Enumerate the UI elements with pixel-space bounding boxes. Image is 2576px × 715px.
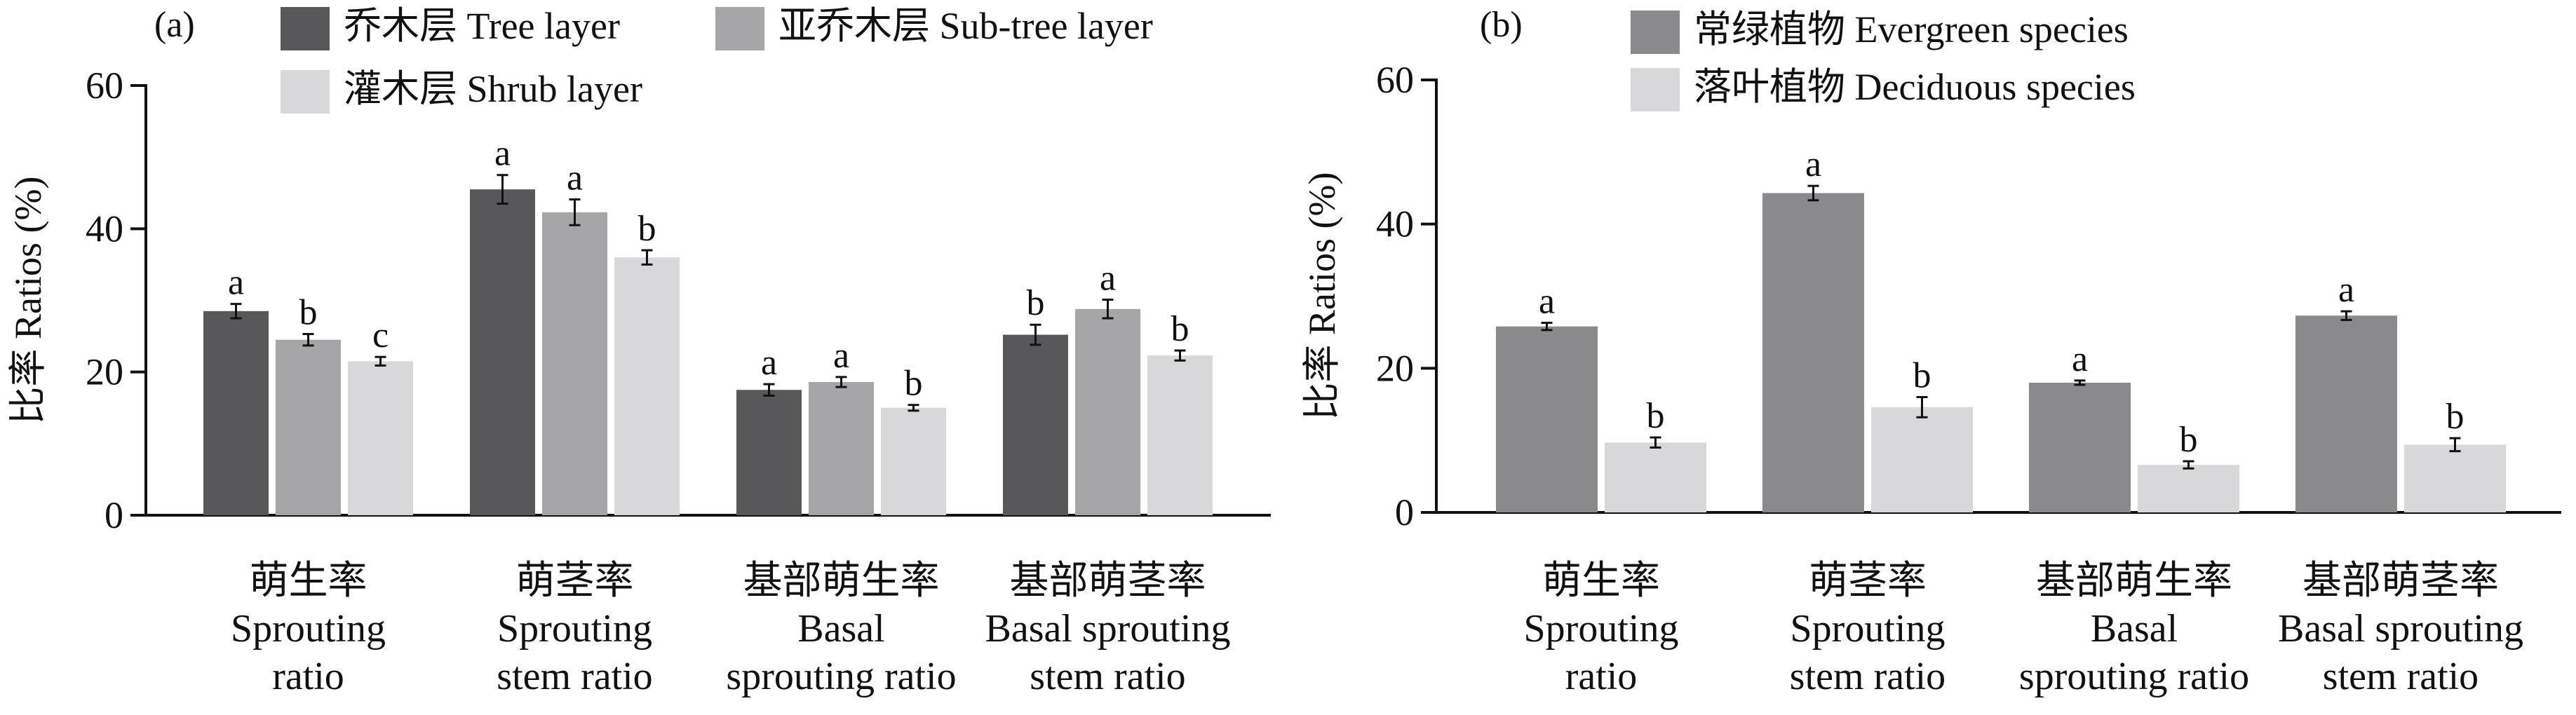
- x-tick-label: 基部萌茎率: [2302, 559, 2499, 603]
- bar: [348, 361, 413, 515]
- significance-letter: b: [905, 364, 923, 404]
- legend-label: 灌木层 Shrub layer: [344, 68, 642, 110]
- y-axis-label: 比率 Ratios (%): [1301, 172, 1343, 421]
- bar: [2404, 444, 2506, 512]
- significance-letter: a: [2338, 270, 2354, 310]
- legend-swatch: [715, 7, 764, 50]
- panel-a: (a) 乔木层 Tree layer 亚乔木层 Sub-tree layer 灌木层 …: [7, 5, 1271, 698]
- significance-letter: b: [299, 293, 318, 333]
- bar: [881, 407, 946, 515]
- bar: [1147, 355, 1213, 515]
- significance-letter: b: [1913, 355, 1931, 395]
- panel-label: (b): [1480, 5, 1523, 45]
- x-tick-label: 萌茎率: [516, 559, 634, 603]
- bar: [203, 311, 269, 515]
- significance-letter: b: [1171, 309, 1189, 349]
- panel-label: (a): [154, 5, 195, 45]
- bar: [470, 189, 535, 515]
- y-tick-label: 60: [86, 64, 123, 107]
- bar: [1075, 308, 1140, 515]
- x-tick-label: Basal: [797, 607, 884, 651]
- significance-letter: a: [2072, 339, 2088, 379]
- bar: [2029, 382, 2131, 512]
- legend-label: 亚乔木层 Sub-tree layer: [778, 5, 1153, 47]
- x-tick-label: Basal sprouting: [2278, 607, 2523, 651]
- significance-letter: b: [1647, 396, 1665, 436]
- y-tick-label: 20: [1376, 347, 1414, 389]
- legend-swatch: [281, 70, 330, 114]
- bar: [1871, 407, 1973, 512]
- significance-letter: a: [1805, 144, 1821, 184]
- x-tick-label: sprouting ratio: [2019, 655, 2249, 698]
- x-tick-label: 基部萌茎率: [1010, 559, 1206, 603]
- legend-swatch: [1631, 68, 1680, 111]
- x-tick-label: ratio: [272, 655, 344, 698]
- x-tick-label: Basal: [2091, 607, 2178, 651]
- x-tick-label: Sprouting: [1791, 607, 1946, 651]
- bar: [2138, 465, 2239, 512]
- x-tick-label: Basal sprouting: [985, 607, 1231, 651]
- x-tick-label: 萌茎率: [1809, 559, 1927, 603]
- legend-swatch: [1631, 11, 1680, 54]
- y-tick-label: 60: [1376, 59, 1414, 101]
- y-tick-label: 0: [1395, 491, 1414, 533]
- x-tick-label: sprouting ratio: [726, 655, 956, 698]
- x-tick-label: stem ratio: [2323, 655, 2479, 698]
- x-tick-label: 萌生率: [1542, 559, 1660, 603]
- significance-letter: a: [228, 263, 244, 303]
- significance-letter: b: [1027, 283, 1045, 323]
- legend-swatch: [281, 7, 330, 50]
- panel-b: (b) 常绿植物 Evergreen species 落叶植物 Deciduous …: [1301, 5, 2561, 698]
- bar: [809, 381, 874, 515]
- significance-letter: b: [2180, 420, 2198, 460]
- bar: [1003, 334, 1068, 515]
- significance-letter: a: [1100, 258, 1116, 298]
- x-tick-label: stem ratio: [1790, 655, 1946, 698]
- x-tick-label: stem ratio: [497, 655, 652, 698]
- bar: [542, 212, 607, 515]
- significance-letter: b: [638, 209, 656, 249]
- x-tick-label: Sprouting: [497, 607, 652, 651]
- legend-label: 常绿植物 Evergreen species: [1694, 8, 2129, 50]
- bar: [1605, 442, 1706, 512]
- bar: [736, 390, 802, 515]
- y-tick-label: 40: [1376, 203, 1414, 245]
- bar: [2295, 315, 2397, 512]
- significance-letter: a: [833, 336, 849, 376]
- y-axis-label: 比率 Ratios (%): [7, 177, 49, 425]
- x-tick-label: Sprouting: [231, 607, 386, 651]
- bar: [276, 339, 341, 515]
- x-tick-label: stem ratio: [1030, 655, 1185, 698]
- x-tick-label: 基部萌生率: [743, 559, 940, 603]
- bar: [1762, 193, 1864, 512]
- bar: [614, 257, 680, 515]
- y-tick-label: 0: [104, 494, 123, 536]
- significance-letter: a: [1539, 282, 1555, 322]
- legend-label: 乔木层 Tree layer: [344, 5, 620, 47]
- significance-letter: a: [494, 134, 511, 174]
- significance-letter: a: [761, 343, 777, 383]
- x-tick-label: 萌生率: [250, 559, 367, 603]
- significance-letter: b: [2446, 397, 2464, 437]
- legend-label: 落叶植物 Deciduous species: [1694, 66, 2136, 108]
- y-tick-label: 40: [86, 207, 123, 250]
- significance-letter: a: [567, 158, 583, 198]
- x-tick-label: 基部萌生率: [2036, 559, 2232, 603]
- bar: [1496, 326, 1598, 512]
- y-tick-label: 20: [86, 351, 123, 393]
- x-tick-label: Sprouting: [1524, 607, 1679, 651]
- x-tick-label: ratio: [1565, 655, 1638, 698]
- significance-letter: c: [372, 315, 389, 355]
